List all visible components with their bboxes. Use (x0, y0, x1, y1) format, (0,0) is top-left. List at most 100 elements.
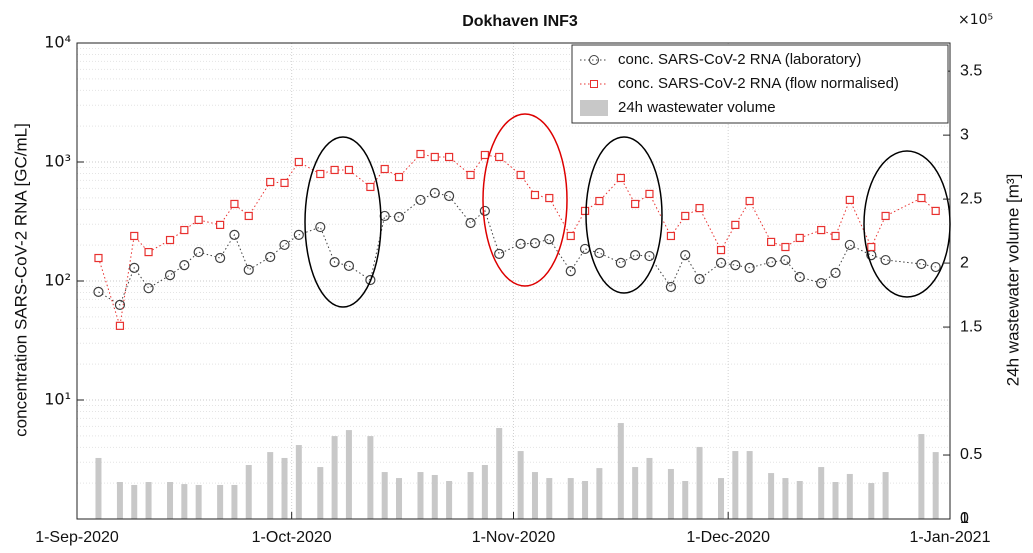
marker (917, 193, 926, 203)
bar (295, 445, 302, 519)
marker (465, 217, 476, 229)
bar (531, 472, 538, 519)
bar (732, 451, 739, 519)
marker (666, 231, 676, 241)
axes: 10¹ 10² 10³ 10⁴ 0 0.5 1 1.5 2 2.5 3 3.5 1-Sep-2020 1-… (35, 33, 990, 547)
y-tick-label: 10² (44, 271, 71, 290)
y2-axis-label: 24h wastewater volume [m³] (1003, 174, 1022, 387)
marker (365, 274, 376, 286)
x-tick-label: 1-Dec-2020 (686, 529, 770, 546)
marker (94, 253, 103, 263)
marker (681, 211, 690, 221)
x-tick-label: 1-Jan-2021 (910, 529, 991, 546)
legend-swatch (580, 100, 608, 116)
bar (582, 480, 589, 519)
marker (144, 247, 153, 257)
marker (816, 278, 827, 289)
marker (330, 165, 339, 175)
marker (767, 237, 776, 247)
y2-tick-label: 2.5 (960, 190, 982, 207)
marker (680, 250, 691, 261)
marker (631, 199, 640, 209)
marker (615, 257, 626, 268)
marker (880, 254, 891, 266)
marker (545, 193, 554, 203)
bar (832, 482, 839, 519)
y-tick-label: 10³ (44, 152, 71, 171)
bar (746, 451, 753, 519)
y2-tick-label: 3.5 (960, 62, 982, 79)
bar (632, 467, 639, 519)
marker (516, 170, 525, 180)
highlight-ellipse (304, 136, 382, 308)
marker (366, 182, 375, 192)
marker (115, 321, 125, 330)
bar (345, 430, 352, 519)
bar (768, 473, 775, 519)
bar (217, 484, 224, 519)
marker (715, 257, 727, 268)
bar (317, 467, 324, 519)
marker (794, 271, 805, 283)
marker (694, 273, 705, 285)
marker (194, 215, 203, 225)
y2-tick-label: 0.5 (960, 446, 982, 463)
bar (367, 436, 374, 519)
bar (567, 478, 574, 519)
marker (114, 299, 126, 310)
marker (280, 178, 289, 188)
marker (780, 254, 791, 266)
marker (164, 270, 176, 281)
bar (167, 482, 174, 519)
legend-label: conc. SARS-CoV-2 RNA (laboratory) (618, 51, 861, 68)
marker (344, 165, 354, 175)
marker (143, 283, 154, 294)
marker (566, 231, 575, 241)
marker (867, 242, 876, 252)
legend-label: conc. SARS-CoV-2 RNA (flow normalised) (618, 75, 899, 92)
marker (795, 233, 804, 243)
bar (868, 483, 875, 519)
marker (415, 194, 426, 206)
y-axis-label: concentration SARS-CoV-2 RNA [GC/mL] (11, 123, 30, 437)
marker (515, 238, 526, 250)
marker (179, 260, 190, 271)
marker (766, 257, 777, 268)
bar (882, 472, 889, 519)
legend-box (571, 44, 949, 124)
marker (244, 211, 253, 221)
bar (446, 480, 453, 519)
marker (616, 173, 625, 183)
marker (817, 225, 826, 235)
bar (331, 436, 338, 519)
bar (796, 480, 803, 519)
y2-tick-label: 1.5 (960, 318, 982, 335)
bar (281, 457, 288, 519)
marker (529, 238, 541, 249)
bar (596, 468, 603, 519)
marker (931, 206, 940, 216)
marker (429, 187, 440, 199)
highlight-ellipse (585, 136, 663, 294)
marker (294, 157, 303, 167)
bar (231, 484, 238, 519)
marker (881, 211, 890, 221)
x-tick-label: 1-Oct-2020 (252, 529, 332, 546)
marker (443, 190, 455, 202)
marker (93, 286, 104, 297)
bar (718, 478, 725, 519)
bar (467, 472, 474, 519)
marker (130, 231, 139, 241)
marker (731, 220, 740, 230)
bar (116, 482, 123, 519)
bar (195, 484, 202, 519)
marker (595, 196, 604, 206)
bar (267, 452, 274, 519)
bar (546, 478, 553, 519)
marker (265, 251, 276, 263)
y-tick-label: 10¹ (44, 390, 71, 409)
marker (243, 264, 254, 275)
marker (495, 152, 504, 162)
marker (230, 199, 239, 209)
highlight-ellipse (482, 113, 568, 287)
